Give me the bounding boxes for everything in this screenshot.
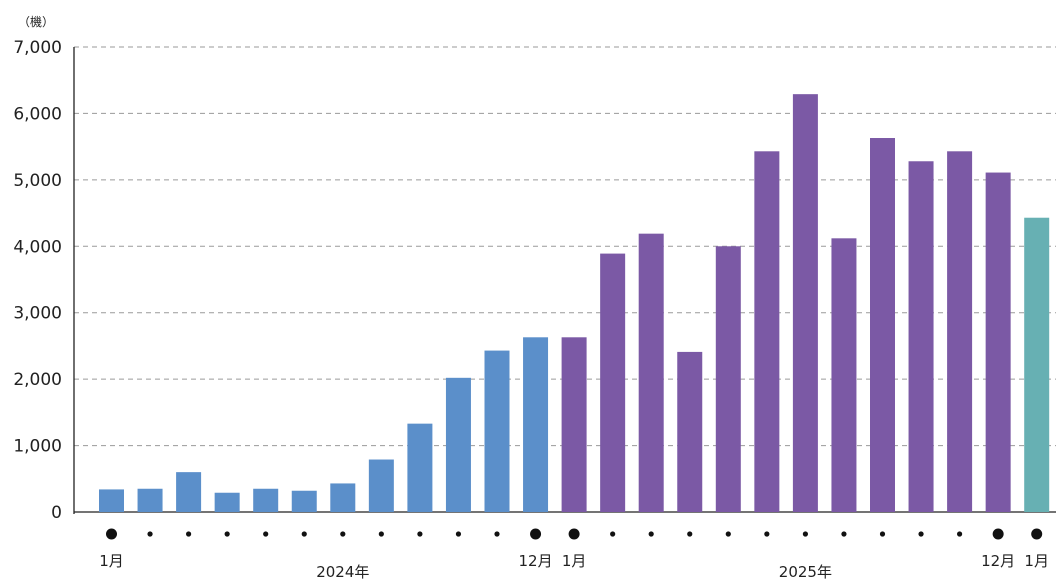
bar (137, 488, 163, 512)
bar (677, 351, 703, 512)
month-marker (687, 531, 693, 537)
bar (754, 151, 780, 513)
bar (484, 350, 510, 512)
y-tick-label: 7,000 (13, 38, 62, 58)
bar (330, 483, 356, 512)
y-tick-label: 5,000 (13, 171, 62, 191)
bar (908, 161, 934, 512)
bar (445, 377, 471, 512)
bar (291, 490, 317, 512)
y-tick-label: 2,000 (13, 370, 62, 390)
bar (214, 492, 240, 512)
bar (368, 459, 394, 512)
bar (407, 423, 433, 512)
bars (99, 94, 1050, 513)
bar (523, 337, 549, 512)
month-marker (263, 531, 269, 537)
month-marker (224, 531, 230, 537)
month-marker (764, 531, 770, 537)
x-tick-label: 1月 (1024, 552, 1049, 570)
bar (792, 94, 818, 513)
major-month-marker (106, 528, 117, 540)
bar (870, 138, 895, 512)
month-marker (841, 531, 847, 537)
x-tick-label: 12月 (519, 552, 553, 570)
x-tick-label: 1月 (99, 552, 124, 570)
year-label: 2025年 (779, 563, 832, 579)
y-tick-label: 1,000 (13, 437, 62, 457)
bar (600, 253, 626, 513)
bar (253, 488, 279, 512)
month-marker (610, 531, 616, 537)
major-month-marker (530, 528, 542, 540)
y-unit-label: （機） (18, 14, 54, 29)
y-tick-label: 3,000 (13, 304, 62, 324)
major-month-marker (1031, 528, 1043, 540)
x-tick-labels: 1月 12月 1月 12月 1月 (99, 552, 1049, 570)
month-markers (106, 528, 1043, 540)
month-marker (648, 531, 654, 537)
month-marker (378, 531, 384, 537)
bar (561, 337, 587, 512)
y-tick-label: 4,000 (13, 237, 62, 257)
bar (1024, 217, 1050, 512)
month-marker (455, 531, 462, 537)
year-label: 2024年 (316, 563, 369, 579)
month-marker (147, 531, 153, 537)
major-month-marker (568, 528, 580, 540)
month-marker (494, 531, 500, 537)
bar (715, 246, 741, 513)
bar (638, 233, 664, 512)
x-tick-label: 1月 (562, 552, 587, 570)
year-labels: 2024年 2025年 (316, 563, 832, 579)
month-marker (301, 531, 307, 537)
x-tick-label: 12月 (981, 552, 1015, 570)
month-marker (802, 531, 809, 537)
month-marker (957, 531, 963, 537)
month-marker (186, 531, 192, 537)
y-tick-label: 6,000 (13, 104, 62, 124)
month-marker (725, 531, 731, 537)
y-tick-label: 0 (51, 503, 62, 523)
month-marker (340, 531, 346, 537)
month-marker (879, 531, 886, 537)
bar (176, 472, 202, 512)
bar (831, 238, 857, 513)
month-marker (918, 531, 924, 537)
major-month-marker (992, 528, 1004, 540)
bar (985, 172, 1011, 513)
y-tick-labels: 0 1,000 2,000 3,000 4,000 5,000 6,000 7,000 (13, 38, 62, 523)
month-marker (417, 531, 423, 537)
bar (99, 489, 124, 512)
bar (947, 151, 973, 513)
